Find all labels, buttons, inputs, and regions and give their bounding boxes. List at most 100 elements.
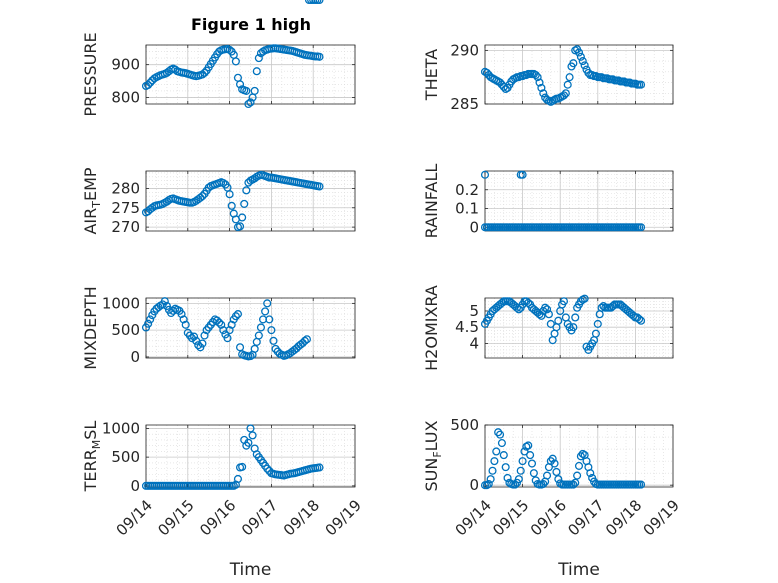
data-point (537, 83, 546, 92)
data-point (511, 480, 520, 489)
x-tick-label: 09/18 (280, 496, 323, 539)
data-point (484, 479, 493, 489)
y-axis-label: PRESSURE (81, 32, 100, 116)
data-point (636, 223, 646, 232)
data-point (569, 323, 578, 332)
y-tick-label: 0.2 (455, 181, 479, 199)
data-point (531, 70, 540, 80)
data-point (593, 319, 602, 328)
y-tick-label: 280 (111, 179, 140, 197)
data-point (263, 299, 272, 308)
data-point (238, 462, 247, 471)
y-tick-label: 1000 (102, 294, 140, 312)
y-tick-label: 500 (111, 321, 140, 339)
data-point (494, 428, 503, 437)
data-point (554, 316, 563, 325)
y-axis-label: H2OMIXRA (422, 285, 441, 371)
data-point (227, 320, 236, 329)
y-tick-label: 270 (111, 218, 140, 236)
data-point (144, 319, 153, 328)
data-point (223, 334, 232, 343)
data-point (561, 89, 570, 98)
data-point (236, 80, 245, 89)
data-point (231, 57, 240, 66)
data-point (315, 463, 324, 472)
data-point (242, 186, 251, 195)
data-point (167, 308, 176, 318)
x-tick-label: 09/15 (489, 496, 532, 539)
data-point (146, 78, 155, 87)
data-point (576, 52, 585, 61)
data-point (267, 326, 276, 335)
data-point (225, 326, 234, 335)
data-point (548, 454, 557, 463)
data-point (497, 298, 506, 307)
data-point (154, 303, 163, 312)
data-point (302, 335, 311, 344)
data-point (200, 331, 209, 340)
data-point (554, 475, 563, 484)
x-tick-label: 09/18 (602, 496, 645, 539)
data-point (518, 170, 527, 179)
data-point (542, 305, 552, 314)
data-point (571, 478, 580, 487)
data-point (591, 329, 600, 338)
data-point (522, 442, 531, 451)
data-point (225, 45, 234, 54)
data-point (563, 80, 572, 89)
data-point (541, 303, 550, 312)
data-point (518, 457, 527, 466)
data-point (231, 312, 240, 321)
data-point (160, 297, 169, 306)
data-point (244, 438, 253, 447)
x-tick-label: 09/15 (154, 496, 197, 539)
y-tick-label: 4.5 (455, 318, 479, 336)
y-tick-label: 290 (450, 41, 479, 59)
x-tick-label: 09/17 (564, 496, 607, 539)
data-point (576, 452, 585, 461)
y-tick-label: 1000 (102, 419, 140, 437)
data-point (524, 441, 533, 450)
data-point (300, 336, 309, 345)
y-tick-label: 4 (469, 334, 479, 352)
data-point (636, 316, 646, 325)
data-point (565, 73, 574, 82)
x-tick-label: 09/16 (527, 496, 570, 539)
data-point (213, 316, 222, 325)
data-point (608, 302, 617, 311)
data-point (544, 310, 553, 319)
y-tick-label: 900 (111, 56, 140, 74)
y-tick-label: 500 (111, 448, 140, 466)
data-point (490, 457, 499, 466)
data-point (556, 479, 565, 488)
x-axis-label: Time (557, 560, 600, 580)
data-point (240, 199, 249, 208)
data-point (238, 213, 247, 222)
x-tick-label: 09/16 (196, 496, 239, 539)
data-point (574, 48, 584, 57)
y-axis-label: THETA (422, 49, 441, 101)
data-point (256, 323, 266, 332)
subplot-pressure: 800 900 PRESSURE (81, 32, 356, 117)
data-point (535, 78, 544, 87)
data-point (261, 307, 270, 316)
y-axis-label: MIXDEPTH (81, 286, 100, 369)
data-point (550, 459, 559, 468)
y-tick-label: 0 (130, 348, 140, 366)
data-point (236, 222, 245, 231)
data-point (246, 424, 255, 433)
data-point (520, 447, 529, 456)
y-tick-label: 275 (111, 199, 140, 217)
data-point (495, 430, 505, 439)
data-point (486, 475, 495, 484)
data-point (578, 449, 587, 458)
y-tick-label: 0.1 (455, 200, 479, 218)
x-tick-label: 09/14 (113, 496, 156, 539)
data-point (187, 334, 197, 343)
data-point (250, 344, 259, 353)
data-point (263, 464, 272, 473)
data-point (233, 310, 243, 319)
data-point (559, 91, 569, 100)
data-point (219, 178, 228, 188)
